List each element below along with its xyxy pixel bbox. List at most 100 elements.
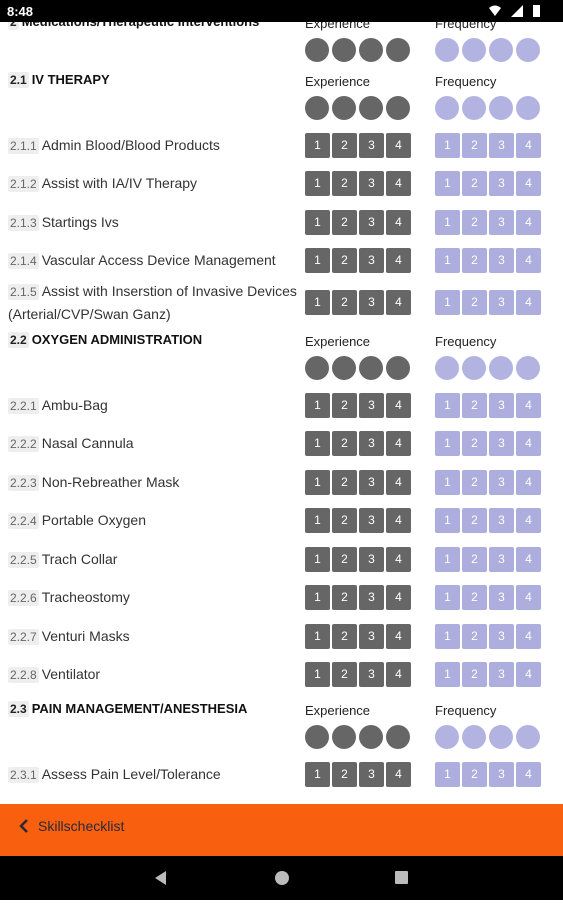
rating-button[interactable]: 1	[305, 431, 330, 457]
rating-button[interactable]: 2	[332, 546, 357, 572]
rating-button[interactable]: 2	[462, 585, 487, 611]
rating-button[interactable]: 1	[305, 469, 330, 495]
rating-button[interactable]: 1	[305, 248, 330, 274]
rating-button[interactable]: 4	[516, 585, 541, 611]
rating-button[interactable]: 4	[516, 546, 541, 572]
nav-home[interactable]	[275, 871, 289, 885]
rating-button[interactable]: 4	[516, 248, 541, 274]
rating-button[interactable]: 1	[305, 761, 330, 787]
rating-button[interactable]: 4	[516, 469, 541, 495]
rating-button[interactable]: 1	[305, 209, 330, 235]
rating-button[interactable]: 4	[516, 392, 541, 418]
rating-button[interactable]: 4	[386, 761, 411, 787]
rating-button[interactable]: 4	[386, 662, 411, 688]
rating-button[interactable]: 4	[516, 171, 541, 197]
rating-button[interactable]: 3	[359, 132, 384, 158]
rating-button[interactable]: 1	[305, 171, 330, 197]
rating-button[interactable]: 1	[305, 132, 330, 158]
rating-button[interactable]: 4	[386, 171, 411, 197]
rating-button[interactable]: 2	[462, 662, 487, 688]
rating-button[interactable]: 1	[435, 761, 460, 787]
rating-button[interactable]: 3	[359, 623, 384, 649]
rating-button[interactable]: 4	[386, 546, 411, 572]
rating-button[interactable]: 2	[332, 585, 357, 611]
rating-button[interactable]: 1	[305, 623, 330, 649]
rating-button[interactable]: 3	[359, 508, 384, 534]
rating-button[interactable]: 1	[435, 662, 460, 688]
rating-button[interactable]: 3	[489, 546, 514, 572]
rating-button[interactable]: 4	[516, 290, 541, 315]
rating-button[interactable]: 1	[435, 248, 460, 274]
rating-button[interactable]: 2	[332, 248, 357, 274]
rating-button[interactable]: 3	[489, 431, 514, 457]
rating-button[interactable]: 3	[489, 171, 514, 197]
rating-button[interactable]: 2	[462, 132, 487, 158]
rating-button[interactable]: 2	[332, 171, 357, 197]
rating-button[interactable]: 1	[435, 546, 460, 572]
rating-button[interactable]: 3	[489, 248, 514, 274]
rating-button[interactable]: 3	[489, 132, 514, 158]
rating-button[interactable]: 2	[462, 171, 487, 197]
nav-recents[interactable]	[395, 871, 408, 884]
rating-button[interactable]: 1	[305, 290, 330, 315]
rating-button[interactable]: 4	[516, 508, 541, 534]
rating-button[interactable]: 1	[435, 290, 460, 315]
rating-button[interactable]: 3	[489, 392, 514, 418]
rating-button[interactable]: 1	[435, 132, 460, 158]
rating-button[interactable]: 4	[516, 132, 541, 158]
rating-button[interactable]: 2	[332, 392, 357, 418]
rating-button[interactable]: 4	[386, 508, 411, 534]
rating-button[interactable]: 2	[462, 431, 487, 457]
rating-button[interactable]: 3	[359, 209, 384, 235]
rating-button[interactable]: 1	[435, 585, 460, 611]
rating-button[interactable]: 2	[462, 508, 487, 534]
rating-button[interactable]: 4	[386, 431, 411, 457]
rating-button[interactable]: 2	[332, 290, 357, 315]
rating-button[interactable]: 3	[489, 585, 514, 611]
rating-button[interactable]: 3	[359, 431, 384, 457]
rating-button[interactable]: 3	[489, 469, 514, 495]
rating-button[interactable]: 4	[386, 209, 411, 235]
rating-button[interactable]: 1	[305, 508, 330, 534]
rating-button[interactable]: 2	[332, 431, 357, 457]
rating-button[interactable]: 4	[386, 585, 411, 611]
rating-button[interactable]: 2	[332, 662, 357, 688]
rating-button[interactable]: 4	[386, 248, 411, 274]
rating-button[interactable]: 3	[489, 508, 514, 534]
rating-button[interactable]: 3	[359, 290, 384, 315]
rating-button[interactable]: 3	[489, 209, 514, 235]
rating-button[interactable]: 1	[305, 662, 330, 688]
rating-button[interactable]: 3	[359, 392, 384, 418]
rating-button[interactable]: 2	[462, 761, 487, 787]
rating-button[interactable]: 2	[462, 546, 487, 572]
rating-button[interactable]: 2	[462, 623, 487, 649]
rating-button[interactable]: 1	[435, 209, 460, 235]
rating-button[interactable]: 4	[516, 623, 541, 649]
rating-button[interactable]: 4	[386, 132, 411, 158]
rating-button[interactable]: 3	[489, 623, 514, 649]
rating-button[interactable]: 3	[359, 585, 384, 611]
rating-button[interactable]: 4	[516, 209, 541, 235]
rating-button[interactable]: 1	[305, 546, 330, 572]
rating-button[interactable]: 3	[359, 171, 384, 197]
rating-button[interactable]: 1	[305, 585, 330, 611]
back-button[interactable]: Skillschecklist	[18, 818, 124, 834]
nav-back[interactable]	[155, 871, 166, 885]
rating-button[interactable]: 2	[332, 209, 357, 235]
rating-button[interactable]: 3	[359, 546, 384, 572]
rating-button[interactable]: 4	[386, 469, 411, 495]
rating-button[interactable]: 4	[386, 290, 411, 315]
rating-button[interactable]: 2	[462, 248, 487, 274]
rating-button[interactable]: 2	[332, 761, 357, 787]
rating-button[interactable]: 2	[332, 469, 357, 495]
rating-button[interactable]: 1	[305, 392, 330, 418]
rating-button[interactable]: 2	[462, 209, 487, 235]
rating-button[interactable]: 3	[489, 290, 514, 315]
rating-button[interactable]: 2	[332, 623, 357, 649]
rating-button[interactable]: 3	[359, 761, 384, 787]
rating-button[interactable]: 4	[516, 431, 541, 457]
rating-button[interactable]: 3	[489, 761, 514, 787]
rating-button[interactable]: 3	[359, 248, 384, 274]
rating-button[interactable]: 2	[462, 290, 487, 315]
rating-button[interactable]: 1	[435, 508, 460, 534]
